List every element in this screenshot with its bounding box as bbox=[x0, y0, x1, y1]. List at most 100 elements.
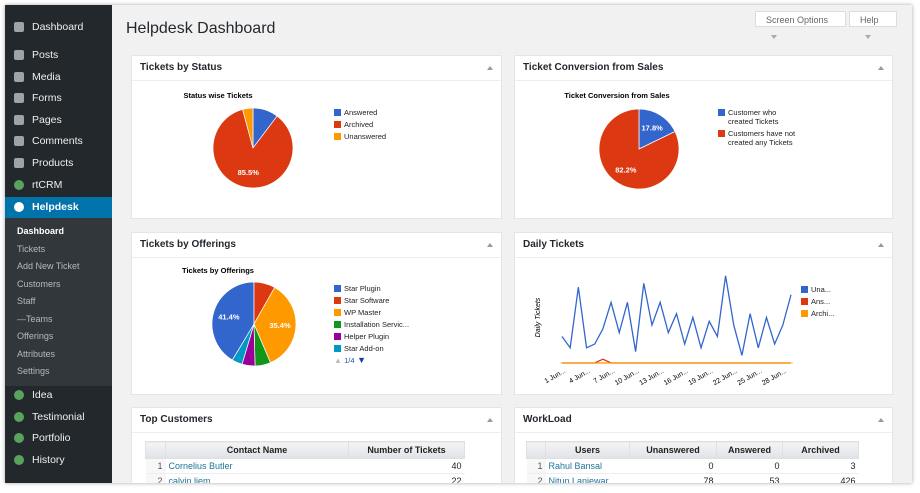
panel: WorkLoad Users Unanswered Answered Archived 1… bbox=[514, 407, 893, 483]
legend-item: Archi... bbox=[801, 309, 861, 318]
panel-heading: Top Customers bbox=[132, 408, 501, 433]
pager-prev[interactable]: ▲ bbox=[334, 356, 345, 365]
column-header[interactable]: Users bbox=[545, 441, 630, 459]
menu-item[interactable]: Portfolio bbox=[5, 428, 112, 449]
menu-item[interactable]: Pages bbox=[5, 110, 112, 131]
submenu-item[interactable]: Tickets bbox=[17, 243, 46, 254]
legend-swatch bbox=[334, 297, 341, 304]
name-cell[interactable]: Rahul Bansal bbox=[545, 458, 630, 474]
menu-icon bbox=[14, 433, 24, 444]
menu-item[interactable]: rtCRM bbox=[5, 175, 112, 196]
name-cell[interactable]: Nitun Lanjewar bbox=[545, 473, 630, 483]
menu-item[interactable]: Dashboard bbox=[5, 17, 112, 38]
panel: Top Customers Contact Name Number of Ticke… bbox=[131, 407, 502, 483]
y-axis-label: Daily Tickets bbox=[535, 297, 542, 337]
legend-item: Star Add-on bbox=[334, 344, 424, 353]
menu-label: Idea bbox=[32, 389, 53, 401]
name-cell[interactable]: calvin liem bbox=[165, 473, 349, 483]
number-cell: 53 bbox=[716, 473, 783, 483]
slice-label: 35.4% bbox=[269, 321, 291, 330]
submenu-item[interactable]: Settings bbox=[17, 366, 50, 376]
sidebar: Dashboard Posts Media Forms Pages Comments Pro… bbox=[5, 5, 112, 483]
pie-slice bbox=[253, 286, 297, 364]
pager-next[interactable]: ▼ bbox=[354, 355, 366, 365]
x-tick-label: 13 Jun... bbox=[638, 368, 665, 388]
pager-text: 1/4 bbox=[344, 356, 355, 365]
menu-item[interactable]: Media bbox=[5, 67, 112, 88]
row-index: 2 bbox=[145, 473, 166, 483]
column-header[interactable]: Archived bbox=[782, 441, 859, 459]
legend-item: Helper Plugin bbox=[334, 332, 424, 341]
menu-item[interactable]: Idea bbox=[5, 385, 112, 406]
menu-icon bbox=[14, 50, 24, 60]
submenu-item[interactable]: Dashboard bbox=[17, 226, 65, 236]
collapse-toggle[interactable] bbox=[487, 418, 493, 422]
column-header[interactable]: Unanswered bbox=[629, 441, 717, 459]
menu-label: Media bbox=[32, 71, 61, 83]
legend-label: Una... bbox=[811, 285, 832, 294]
legend-item: Unanswered bbox=[334, 132, 424, 141]
pie-slice bbox=[598, 108, 680, 190]
submenu-item[interactable]: Attributes bbox=[17, 348, 56, 359]
collapse-toggle[interactable] bbox=[487, 66, 493, 70]
column-header[interactable]: Answered bbox=[716, 441, 783, 459]
menu-icon bbox=[14, 390, 24, 400]
collapse-toggle[interactable] bbox=[878, 66, 884, 70]
legend-label: Archi... bbox=[811, 309, 835, 318]
legend-swatch bbox=[801, 298, 808, 305]
number-cell: 78 bbox=[629, 473, 717, 483]
submenu-item[interactable]: Customers bbox=[17, 278, 61, 289]
index-header bbox=[526, 441, 546, 459]
chart-title: Ticket Conversion from Sales bbox=[564, 91, 669, 100]
legend-label: Answered bbox=[344, 108, 378, 117]
menu-item[interactable]: Posts bbox=[5, 45, 112, 66]
x-tick-label: 22 Jun... bbox=[712, 368, 739, 388]
data-table: Users Unanswered Answered Archived 1 Rahul Ba… bbox=[526, 441, 859, 483]
menu-item[interactable]: Testimonial bbox=[5, 407, 112, 428]
submenu-item[interactable]: Offerings bbox=[17, 331, 54, 341]
menu-item[interactable]: Helpdesk bbox=[5, 197, 112, 218]
collapse-toggle[interactable] bbox=[487, 243, 493, 247]
collapse-toggle[interactable] bbox=[878, 243, 884, 247]
menu-icon bbox=[14, 22, 24, 32]
panel-body: Users Unanswered Answered Archived 1 Rahul Ba… bbox=[515, 433, 892, 483]
menu-item[interactable]: History bbox=[5, 450, 112, 471]
menu-icon bbox=[14, 202, 24, 212]
screen: Dashboard Posts Media Forms Pages Comments Pro… bbox=[5, 5, 912, 483]
help-button[interactable]: Help bbox=[849, 11, 897, 27]
menu-label: Helpdesk bbox=[32, 201, 79, 213]
submenu-item[interactable]: Add New Ticket bbox=[17, 261, 80, 271]
panel-heading: WorkLoad bbox=[515, 408, 892, 433]
legend-item: Customer who created Tickets bbox=[718, 108, 798, 126]
legend-swatch bbox=[334, 321, 341, 328]
legend-item: Archived bbox=[334, 120, 424, 129]
x-tick-label: 10 Jun... bbox=[614, 368, 641, 388]
legend-item: Star Plugin bbox=[334, 284, 424, 293]
submenu-item[interactable]: —Teams bbox=[17, 313, 53, 324]
legend-pager: ▲ 1/4 ▼ bbox=[334, 355, 424, 366]
legend: Customer who created Tickets Customers ha… bbox=[718, 108, 798, 150]
menu-icon bbox=[14, 411, 24, 422]
legend-swatch bbox=[334, 345, 341, 352]
index-header bbox=[145, 441, 166, 459]
submenu-item[interactable]: Staff bbox=[17, 296, 36, 306]
menu-item[interactable]: Forms bbox=[5, 88, 112, 109]
column-header[interactable]: Contact Name bbox=[165, 441, 349, 459]
screen-options-button[interactable]: Screen Options bbox=[755, 11, 846, 27]
panel: Daily Tickets Daily Tickets 1 Jun... 4 Jun.… bbox=[514, 232, 893, 395]
menu-icon bbox=[14, 136, 24, 146]
menu-label: Portfolio bbox=[32, 432, 71, 445]
legend-item: Una... bbox=[801, 285, 861, 294]
table-row: 1 Rahul Bansal 0 0 3 bbox=[526, 458, 859, 474]
name-cell[interactable]: Cornelius Butler bbox=[165, 458, 349, 474]
menu-item[interactable]: Products bbox=[5, 153, 112, 174]
panel-heading: Daily Tickets bbox=[515, 233, 892, 258]
legend: Answered Archived Unanswered bbox=[334, 108, 424, 144]
menu-item[interactable]: Comments bbox=[5, 131, 112, 152]
x-tick-label: 16 Jun... bbox=[663, 368, 690, 388]
collapse-toggle[interactable] bbox=[878, 418, 884, 422]
row-index: 1 bbox=[145, 458, 166, 474]
column-header[interactable]: Number of Tickets bbox=[348, 441, 465, 459]
legend-label: Customer who created Tickets bbox=[728, 108, 779, 126]
legend-item: Ans... bbox=[801, 297, 861, 306]
